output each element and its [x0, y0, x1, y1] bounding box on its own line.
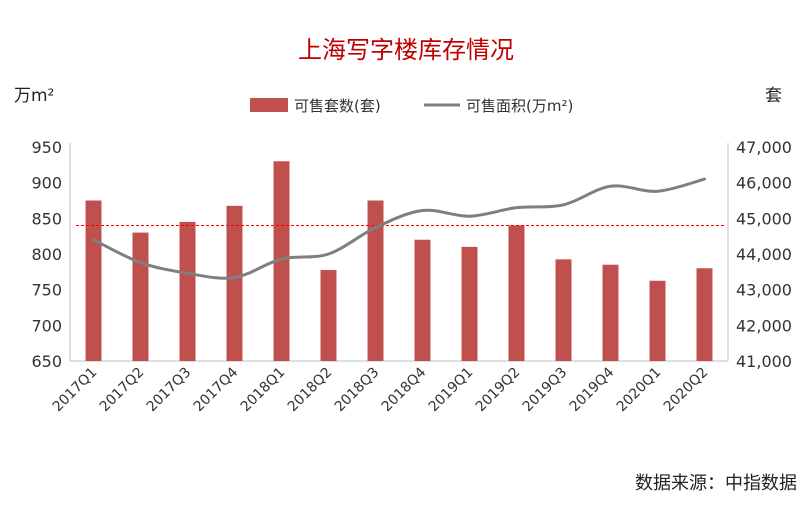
legend-bar-label: 可售套数(套): [294, 97, 381, 115]
bar: [273, 161, 290, 361]
left-tick-label: 700: [31, 316, 62, 335]
bar: [132, 232, 149, 361]
x-tick-label: 2017Q4: [191, 364, 242, 415]
x-tick-label: 2019Q1: [426, 365, 477, 416]
axes: 650 700 750 800 850 900 950 41,000 42,000 43,000 4…: [31, 138, 792, 371]
bar: [696, 268, 713, 361]
x-tick-label: 2020Q2: [661, 365, 712, 416]
left-axis-unit: 万m²: [14, 86, 54, 106]
legend-line-label: 可售面积(万m²): [466, 97, 573, 115]
x-tick-label: 2020Q1: [614, 365, 665, 416]
bar: [461, 246, 478, 361]
right-tick-label: 44,000: [736, 245, 792, 264]
right-tick-label: 46,000: [736, 174, 792, 193]
bar-series: [85, 161, 713, 361]
left-tick-label: 800: [31, 245, 62, 264]
bar: [508, 225, 525, 361]
right-tick-label: 42,000: [736, 316, 792, 335]
right-tick-label: 45,000: [736, 209, 792, 228]
right-tick-label: 41,000: [736, 352, 792, 371]
left-tick-label: 900: [31, 174, 62, 193]
x-tick-label: 2017Q1: [50, 365, 101, 416]
x-tick-labels: 2017Q12017Q22017Q32017Q42018Q12018Q22018…: [50, 364, 712, 415]
left-tick-label: 850: [31, 209, 62, 228]
x-tick-label: 2017Q3: [144, 365, 195, 416]
legend-bar-swatch: [250, 98, 288, 112]
data-source: 数据来源：中指数据: [635, 473, 797, 494]
bar: [179, 221, 196, 361]
bar: [414, 239, 431, 361]
x-tick-label: 2018Q4: [379, 364, 430, 415]
right-tick-label: 43,000: [736, 281, 792, 300]
bar: [602, 264, 619, 361]
legend: 可售套数(套) 可售面积(万m²): [250, 97, 573, 115]
x-tick-label: 2018Q3: [332, 365, 383, 416]
right-axis-unit: 套: [765, 86, 782, 106]
x-tick-label: 2019Q2: [473, 365, 524, 416]
area-line: [92, 177, 706, 280]
bar: [555, 259, 572, 361]
x-tick-label: 2017Q2: [97, 365, 148, 416]
left-tick-label: 650: [31, 352, 62, 371]
left-tick-label: 750: [31, 281, 62, 300]
left-tick-label: 950: [31, 138, 62, 157]
bar: [320, 270, 337, 361]
bar: [226, 205, 243, 361]
bar: [367, 200, 384, 361]
bar: [85, 200, 102, 361]
x-tick-label: 2018Q2: [285, 365, 336, 416]
x-tick-label: 2019Q4: [567, 364, 618, 415]
bar: [649, 280, 666, 361]
chart-title: 上海写字楼库存情况: [298, 36, 514, 64]
x-tick-label: 2018Q1: [238, 365, 289, 416]
right-tick-label: 47,000: [736, 138, 792, 157]
x-tick-label: 2019Q3: [520, 365, 571, 416]
line-series: [92, 177, 706, 280]
